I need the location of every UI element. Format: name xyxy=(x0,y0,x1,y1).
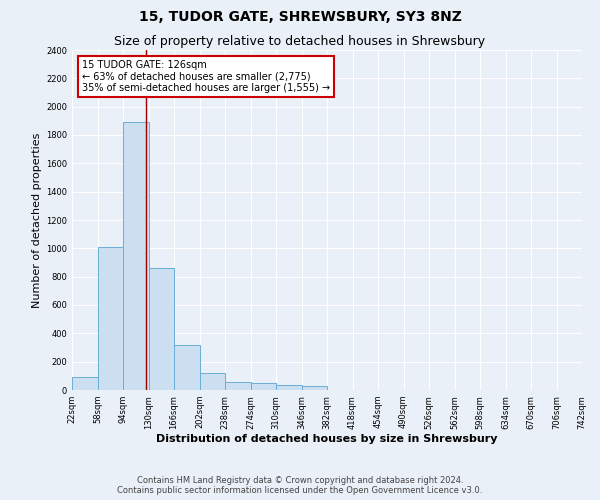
Bar xyxy=(149,268,174,390)
Bar xyxy=(302,386,327,390)
Bar xyxy=(199,373,225,390)
Bar xyxy=(97,247,123,390)
Y-axis label: Number of detached properties: Number of detached properties xyxy=(32,132,42,308)
Bar xyxy=(251,383,276,390)
Bar xyxy=(225,382,251,390)
Text: Size of property relative to detached houses in Shrewsbury: Size of property relative to detached ho… xyxy=(115,35,485,48)
Bar xyxy=(276,385,302,390)
Text: 15, TUDOR GATE, SHREWSBURY, SY3 8NZ: 15, TUDOR GATE, SHREWSBURY, SY3 8NZ xyxy=(139,10,461,24)
Bar xyxy=(123,122,149,390)
Text: 15 TUDOR GATE: 126sqm
← 63% of detached houses are smaller (2,775)
35% of semi-d: 15 TUDOR GATE: 126sqm ← 63% of detached … xyxy=(82,60,331,94)
X-axis label: Distribution of detached houses by size in Shrewsbury: Distribution of detached houses by size … xyxy=(156,434,498,444)
Bar xyxy=(72,376,97,390)
Bar xyxy=(174,346,199,390)
Text: Contains HM Land Registry data © Crown copyright and database right 2024.
Contai: Contains HM Land Registry data © Crown c… xyxy=(118,476,482,495)
